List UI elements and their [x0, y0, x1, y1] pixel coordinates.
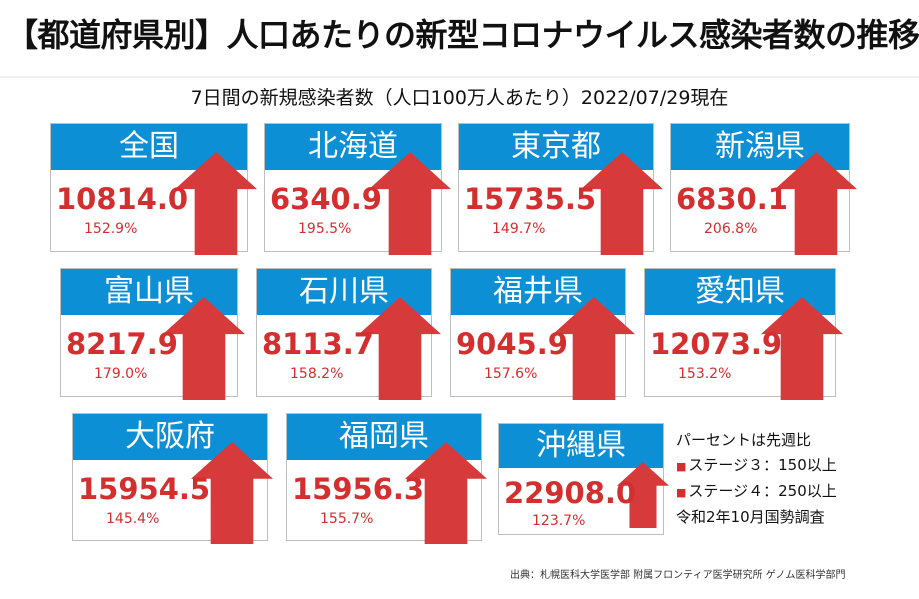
note-percent-basis: パーセントは先週比 [676, 431, 812, 449]
prefecture-card-ishikawa: 石川県 8113.7 158.2% [256, 268, 441, 400]
card-percent: 123.7% [532, 513, 586, 529]
card-value: 6830.1 [676, 182, 788, 216]
card-percent: 145.4% [106, 511, 160, 527]
card-prefecture-name: 新潟県 [671, 124, 849, 170]
card-prefecture-name: 福井県 [451, 269, 625, 315]
prefecture-card-toyama: 富山県 8217.9 179.0% [60, 268, 245, 400]
card-value: 15956.3 [292, 472, 425, 506]
card-prefecture-name: 全国 [51, 124, 247, 170]
up-arrow-icon [163, 297, 245, 400]
prefecture-card-fukui: 福井県 9045.9 157.6% [450, 268, 635, 400]
prefecture-card-okinawa: 沖縄県 22908.0 123.7% [498, 423, 669, 535]
up-arrow-icon [369, 152, 451, 255]
red-square-icon: ■ [676, 460, 687, 473]
card-value: 6340.9 [270, 182, 382, 216]
note-census: 令和2年10月国勢調査 [676, 508, 825, 526]
page-title: 【都道府県別】人口あたりの新型コロナウイルス感染者数の推移 [6, 16, 919, 54]
card-value: 12073.9 [650, 327, 783, 361]
card-percent: 155.7% [320, 511, 374, 527]
card-percent: 149.7% [492, 221, 546, 237]
note-stage4: ■ ステージ４：250以上 [676, 479, 837, 505]
card-value: 15954.5 [78, 472, 211, 506]
note-stage3-text: ステージ３：150以上 [688, 456, 837, 474]
card-percent: 179.0% [94, 366, 148, 382]
up-arrow-icon [175, 152, 257, 255]
card-value: 9045.9 [456, 327, 568, 361]
up-arrow-icon [617, 462, 669, 528]
prefecture-card-national: 全国 10814.0 152.9% [50, 123, 257, 255]
card-value: 8217.9 [66, 327, 178, 361]
prefecture-card-fukuoka: 福岡県 15956.3 155.7% [286, 413, 487, 544]
up-arrow-icon [761, 297, 843, 400]
legend-notes: パーセントは先週比 ■ ステージ３：150以上 ■ ステージ４：250以上 令和2年… [676, 428, 837, 530]
prefecture-card-aichi: 愛知県 12073.9 153.2% [644, 268, 843, 400]
card-percent: 152.9% [84, 221, 138, 237]
card-prefecture-name: 北海道 [265, 124, 441, 170]
card-value: 22908.0 [504, 476, 637, 510]
up-arrow-icon [405, 442, 487, 544]
card-percent: 206.8% [704, 221, 758, 237]
note-stage4-text: ステージ４：250以上 [688, 482, 837, 500]
card-percent: 158.2% [290, 366, 344, 382]
prefecture-card-niigata: 新潟県 6830.1 206.8% [670, 123, 857, 255]
red-square-icon: ■ [676, 486, 687, 499]
up-arrow-icon [191, 442, 273, 544]
prefecture-card-hokkaido: 北海道 6340.9 195.5% [264, 123, 451, 255]
subtitle: 7日間の新規感染者数（人口100万人あたり）2022/07/29現在 [190, 87, 729, 109]
card-value: 10814.0 [56, 182, 189, 216]
note-stage3: ■ ステージ３：150以上 [676, 453, 837, 479]
card-value: 8113.7 [262, 327, 374, 361]
card-value: 15735.5 [464, 182, 597, 216]
title-divider [0, 76, 919, 78]
prefecture-card-osaka: 大阪府 15954.5 145.4% [72, 413, 273, 544]
source-credit: 出典：札幌医科大学医学部 附属フロンティア医学研究所 ゲノム医科学部門 [510, 570, 846, 581]
up-arrow-icon [359, 297, 441, 400]
up-arrow-icon [553, 297, 635, 400]
card-percent: 157.6% [484, 366, 538, 382]
prefecture-card-tokyo: 東京都 15735.5 149.7% [458, 123, 663, 255]
up-arrow-icon [775, 152, 857, 255]
card-prefecture-name: 沖縄県 [499, 424, 663, 468]
card-percent: 153.2% [678, 366, 732, 382]
up-arrow-icon [581, 152, 663, 255]
card-percent: 195.5% [298, 221, 352, 237]
